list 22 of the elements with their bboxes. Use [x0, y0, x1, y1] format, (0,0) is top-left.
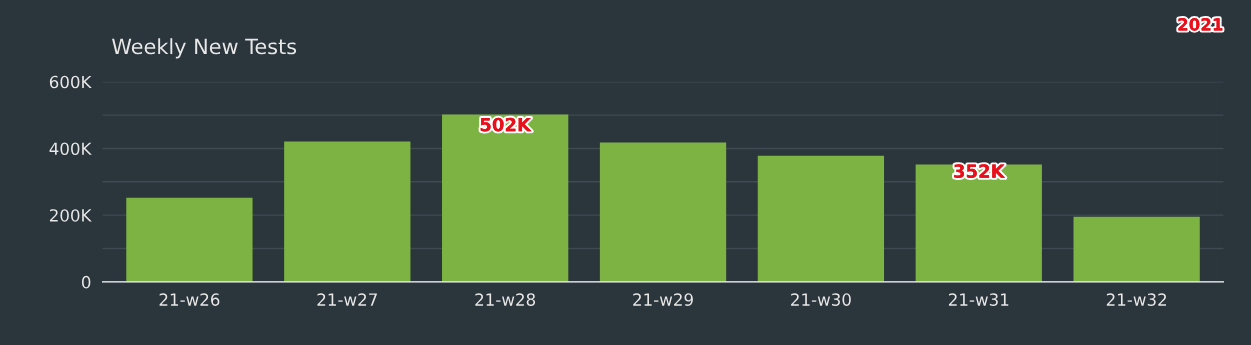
x-tick-label: 21-w26 — [159, 293, 220, 306]
x-tick-label: 21-w30 — [791, 293, 851, 306]
bar — [126, 197, 253, 282]
chart-title: Weekly New Tests — [112, 38, 297, 59]
bar — [442, 114, 569, 282]
bar — [915, 164, 1042, 282]
bar — [599, 142, 727, 282]
bar — [757, 155, 885, 282]
y-tick-label: 200K — [49, 209, 92, 222]
y-tick-label: 0 — [81, 275, 91, 289]
x-tick-label: 21-w32 — [1106, 293, 1167, 306]
data-label: 502K — [480, 117, 532, 132]
x-tick-label: 21-w27 — [317, 293, 377, 306]
x-tick-label: 21-w31 — [948, 293, 1009, 306]
bar — [284, 141, 411, 282]
x-tick-label: 21-w29 — [633, 293, 693, 306]
data-label: 352K — [954, 164, 1006, 178]
x-tick-label: 21-w28 — [475, 293, 536, 306]
y-tick-label: 600K — [49, 75, 92, 89]
text: 2021 — [1178, 18, 1223, 31]
bar — [1073, 216, 1200, 282]
y-tick-label: 400K — [49, 142, 92, 156]
